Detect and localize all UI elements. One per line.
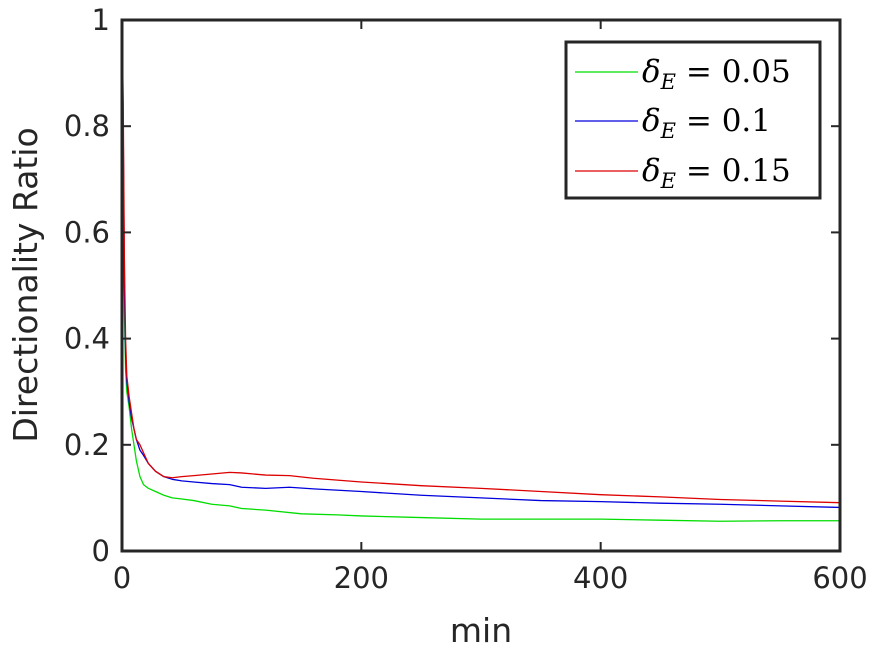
legend: δE = 0.05 δE = 0.1 δE = 0.15 [564,40,822,200]
axis-ticks: 0 200 400 600 0 0.2 0.4 0.6 0.8 1 [64,3,868,595]
series-lines [121,19,841,522]
x-axis-label: min [450,611,512,650]
x-tick-label: 0 [113,561,131,595]
legend-entry-2: δE = 0.1 [642,103,771,143]
series-line-1 [121,19,840,522]
x-tick-label: 400 [573,561,628,595]
y-tick-label: 1 [92,3,110,37]
y-tick-label: 0.2 [64,428,110,462]
y-tick-label: 0 [92,534,110,568]
y-axis-label: Directionality Ratio [6,127,45,442]
plot-frame [120,18,842,553]
y-tick-label: 0.4 [64,322,110,356]
series-line-3 [121,19,841,504]
legend-box [564,40,822,200]
y-tick-label: 0.6 [64,215,110,249]
y-tick-label: 0.8 [64,109,110,143]
x-tick-label: 600 [812,561,867,595]
x-tick-label: 200 [334,561,389,595]
legend-entry-1: δE = 0.05 [642,54,791,94]
series-line-2 [121,19,841,509]
legend-entry-3: δE = 0.15 [642,153,791,193]
